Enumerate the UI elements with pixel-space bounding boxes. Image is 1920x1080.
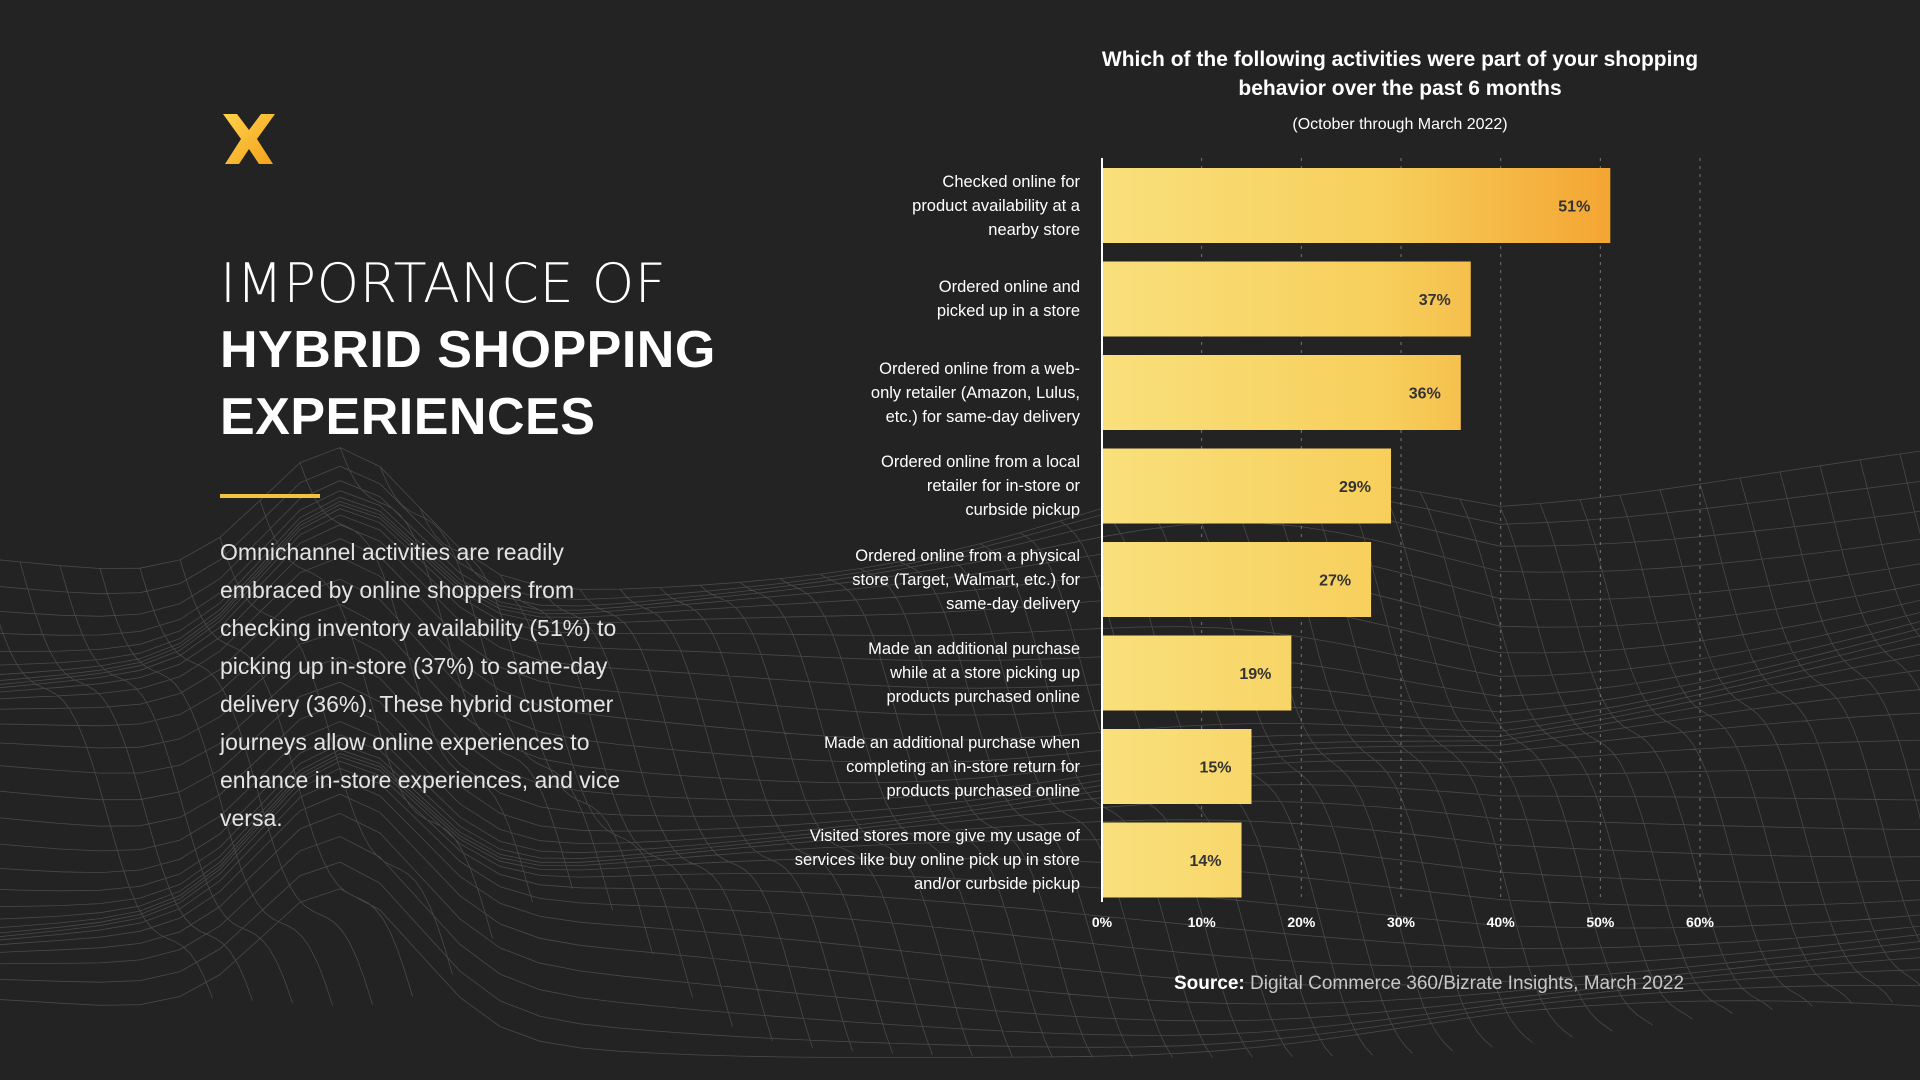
- data-label: 29%: [1339, 479, 1371, 496]
- data-label: 14%: [1190, 853, 1222, 870]
- category-label: Ordered online from a physical store (Ta…: [852, 546, 1080, 613]
- category-label: Checked online for product availability …: [912, 172, 1080, 239]
- body-paragraph: Omnichannel activities are readily embra…: [220, 539, 621, 831]
- bar: [1102, 729, 1252, 804]
- x-tick-label: 40%: [1486, 914, 1515, 930]
- source-text: Digital Commerce 360/Bizrate Insights, M…: [1250, 973, 1685, 994]
- category-label: Made an additional purchase when complet…: [824, 733, 1080, 800]
- bar: [1102, 261, 1471, 337]
- heading-line-1: IMPORTANCE OF: [220, 252, 667, 315]
- category-label: Ordered online and picked up in a store: [936, 278, 1080, 320]
- bar: [1102, 635, 1292, 711]
- data-label: 19%: [1239, 666, 1271, 683]
- accent-divider: [220, 494, 320, 498]
- data-label: 36%: [1409, 386, 1441, 403]
- chart-subtitle: (October through March 2022): [1292, 116, 1508, 133]
- chart-title: Which of the following activities were p…: [1101, 48, 1699, 100]
- data-label: 15%: [1199, 760, 1231, 777]
- category-label: Visited stores more give my usage of ser…: [794, 827, 1080, 893]
- bar: [1102, 168, 1611, 243]
- data-label: 37%: [1419, 292, 1451, 309]
- heading-line-2: HYBRID SHOPPING: [220, 321, 716, 379]
- bar: [1102, 448, 1392, 524]
- wireframe-mesh: [0, 447, 1920, 1058]
- x-tick-label: 60%: [1685, 914, 1715, 930]
- category-label: Made an additional purchase while at a s…: [868, 640, 1080, 706]
- category-label: Ordered online from a local retailer for…: [880, 453, 1080, 519]
- data-label: 51%: [1558, 199, 1590, 216]
- x-logo-icon: [223, 114, 275, 164]
- source-label: Source:: [1174, 973, 1245, 994]
- bar: [1102, 822, 1242, 898]
- x-tick-label: 20%: [1287, 914, 1316, 930]
- x-tick-label: 0%: [1091, 914, 1113, 930]
- data-label: 27%: [1319, 573, 1351, 590]
- source-note: Source: Digital Commerce 360/Bizrate Ins…: [1174, 973, 1684, 995]
- bar: [1102, 355, 1461, 430]
- heading-line-3: EXPERIENCES: [220, 388, 596, 446]
- x-tick-label: 30%: [1386, 914, 1416, 930]
- bar: [1102, 542, 1372, 617]
- x-tick-label: 10%: [1187, 914, 1216, 930]
- x-tick-label: 50%: [1586, 914, 1615, 930]
- category-label: Ordered online from a web-only retailer …: [870, 359, 1080, 426]
